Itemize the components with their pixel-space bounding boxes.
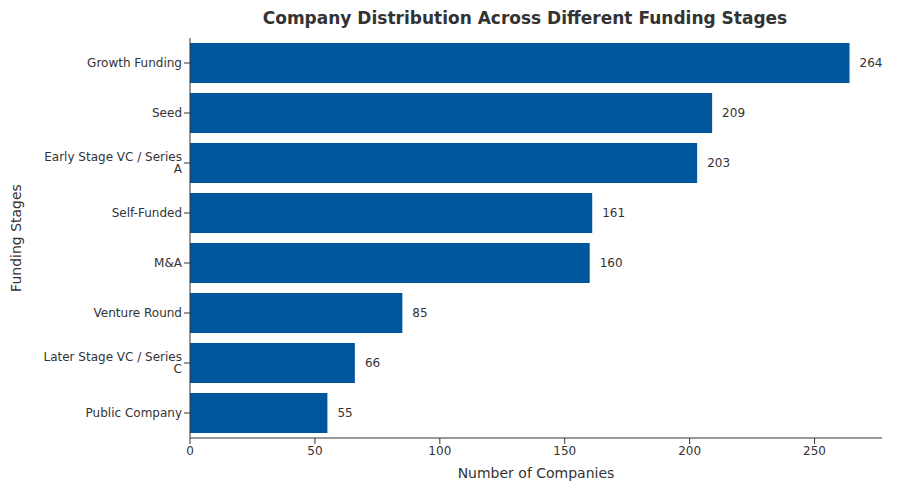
svg-text:209: 209: [722, 106, 745, 120]
svg-text:Growth Funding: Growth Funding: [87, 56, 182, 70]
svg-text:0: 0: [186, 444, 194, 458]
svg-text:160: 160: [600, 256, 623, 270]
svg-text:85: 85: [412, 306, 427, 320]
svg-text:100: 100: [428, 444, 451, 458]
svg-text:50: 50: [307, 444, 322, 458]
svg-text:66: 66: [365, 356, 380, 370]
svg-text:161: 161: [602, 206, 625, 220]
svg-text:Funding Stages: Funding Stages: [8, 184, 24, 292]
svg-text:200: 200: [678, 444, 701, 458]
svg-text:M&A: M&A: [154, 256, 183, 270]
svg-text:264: 264: [860, 56, 883, 70]
svg-text:55: 55: [337, 406, 352, 420]
svg-text:Number of Companies: Number of Companies: [458, 465, 615, 481]
svg-text:Early Stage VC / SeriesA: Early Stage VC / SeriesA: [44, 150, 183, 176]
svg-text:Public Company: Public Company: [86, 406, 182, 420]
svg-text:150: 150: [553, 444, 576, 458]
svg-text:Venture Round: Venture Round: [94, 306, 182, 320]
svg-text:203: 203: [707, 156, 730, 170]
svg-text:Seed: Seed: [152, 106, 182, 120]
svg-text:250: 250: [803, 444, 826, 458]
svg-text:Later Stage VC / SeriesC: Later Stage VC / SeriesC: [43, 350, 182, 376]
svg-text:Self-Funded: Self-Funded: [112, 206, 182, 220]
html-text:Company Distribution Across Di: Company Distribution Across Different Fu…: [262, 8, 788, 28]
